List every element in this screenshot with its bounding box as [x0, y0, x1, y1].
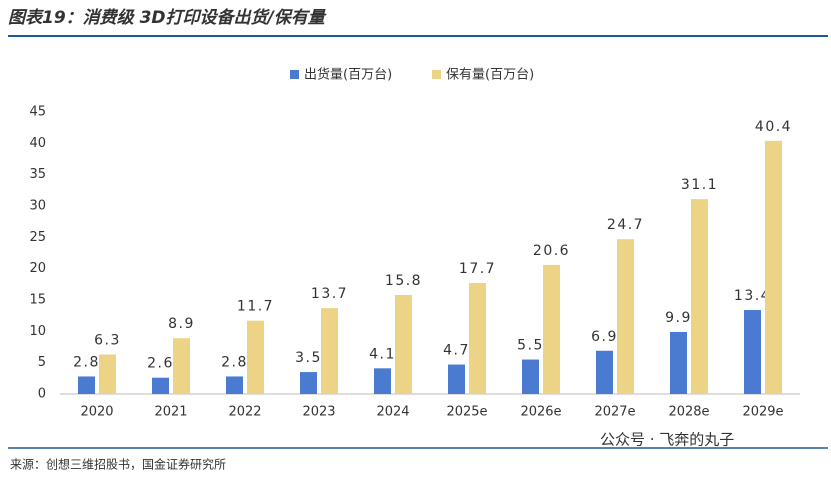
watermark: 公众号 · 飞奔的丸子 — [600, 431, 734, 449]
bar — [374, 368, 391, 394]
x-tick-label: 2025e — [446, 405, 487, 420]
x-tick-label: 2023 — [302, 405, 335, 420]
data-label: 40.4 — [755, 119, 792, 135]
data-label: 4.7 — [443, 343, 470, 359]
chart-title: 图表19：消费级 3D打印设备出货/保有量 — [8, 8, 327, 28]
data-label: 3.5 — [295, 350, 322, 366]
data-label: 13.4 — [734, 288, 771, 304]
x-tick-label: 2020 — [80, 405, 113, 420]
data-label: 5.5 — [517, 338, 544, 354]
y-tick-label: 5 — [38, 355, 46, 370]
data-label: 2.8 — [221, 354, 248, 370]
x-tick-label: 2028e — [668, 405, 709, 420]
data-label: 2.6 — [147, 356, 174, 372]
bar — [226, 376, 243, 394]
legend-label: 保有量(百万台) — [446, 68, 534, 83]
x-tick-label: 2024 — [376, 405, 409, 420]
source: 来源：创想三维招股书，国金证券研究所 — [10, 457, 226, 472]
data-label: 6.3 — [94, 333, 121, 349]
bar — [691, 199, 708, 394]
bar — [522, 359, 539, 394]
legend-swatch — [290, 70, 299, 79]
y-tick-label: 45 — [29, 105, 46, 120]
y-tick-label: 35 — [29, 167, 46, 182]
bar — [78, 376, 95, 394]
bar — [152, 377, 169, 394]
bar — [173, 338, 190, 394]
data-label: 8.9 — [168, 316, 195, 332]
x-tick-label: 2026e — [520, 405, 561, 420]
data-label: 13.7 — [311, 286, 348, 302]
bar — [99, 354, 116, 394]
data-label: 20.6 — [533, 243, 570, 259]
bar — [617, 239, 634, 394]
y-tick-label: 15 — [29, 293, 46, 308]
bar — [670, 331, 687, 394]
bar — [543, 264, 560, 394]
legend-swatch — [432, 70, 441, 79]
bar — [321, 308, 338, 394]
data-label: 11.7 — [237, 299, 274, 315]
y-tick-label: 0 — [38, 387, 46, 402]
y-tick-label: 20 — [29, 261, 46, 276]
bar — [469, 283, 486, 394]
data-label: 31.1 — [681, 177, 718, 193]
y-tick-label: 40 — [29, 136, 46, 151]
y-tick-label: 30 — [29, 199, 46, 214]
data-label: 9.9 — [665, 310, 692, 326]
bar — [765, 140, 782, 394]
x-tick-label: 2027e — [594, 405, 635, 420]
x-tick-label: 2029e — [742, 405, 783, 420]
x-tick-label: 2022 — [228, 405, 261, 420]
data-label: 4.1 — [369, 346, 396, 362]
legend-label: 出货量(百万台) — [304, 67, 392, 83]
data-label: 15.8 — [385, 273, 422, 289]
bar — [247, 320, 264, 394]
data-label: 2.8 — [73, 354, 100, 370]
data-label: 6.9 — [591, 329, 618, 345]
bar — [448, 364, 465, 394]
bar — [395, 294, 412, 394]
data-label: 24.7 — [607, 217, 644, 233]
data-label: 17.7 — [459, 261, 496, 277]
bar — [300, 372, 317, 394]
y-tick-label: 25 — [29, 230, 46, 245]
y-tick-label: 10 — [29, 324, 46, 339]
bar — [744, 310, 761, 394]
bar — [596, 350, 613, 394]
x-tick-label: 2021 — [154, 405, 187, 420]
